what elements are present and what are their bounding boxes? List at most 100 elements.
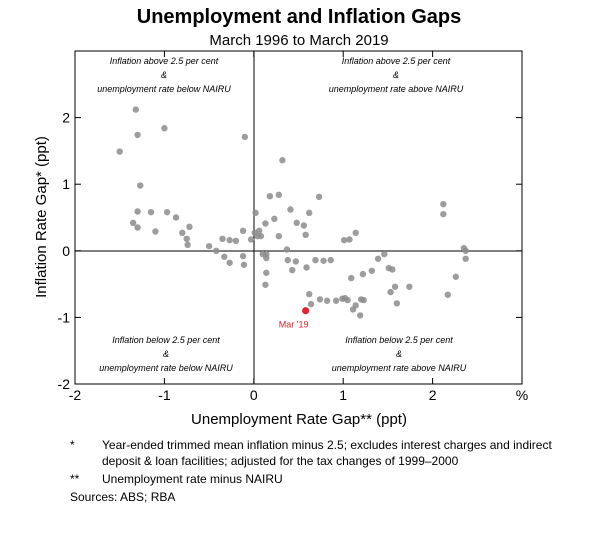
data-point xyxy=(255,227,263,235)
data-point xyxy=(391,283,399,290)
data-point xyxy=(287,206,294,213)
data-point xyxy=(284,256,291,264)
data-point xyxy=(356,312,364,319)
data-point xyxy=(271,215,278,223)
data-point xyxy=(312,256,319,264)
data-point xyxy=(183,235,190,243)
data-point xyxy=(161,125,168,132)
data-point xyxy=(134,208,141,215)
data-point xyxy=(239,227,247,235)
data-point xyxy=(348,274,355,282)
quadrant-label-bottom-left: & xyxy=(163,349,169,359)
data-point xyxy=(221,253,228,260)
data-point xyxy=(332,297,340,304)
data-point xyxy=(262,220,269,227)
data-point xyxy=(275,232,283,240)
data-point xyxy=(252,209,259,217)
quadrant-label-bottom-right: unemployment rate above NAIRU xyxy=(332,363,467,373)
data-point xyxy=(462,247,469,254)
data-point xyxy=(452,273,460,280)
data-point xyxy=(129,219,137,227)
y-tick-label: -2 xyxy=(58,376,71,392)
data-point xyxy=(279,157,286,164)
data-point xyxy=(219,235,226,243)
x-tick-label: 0 xyxy=(250,387,258,403)
quadrant-label-top-left: Inflation above 2.5 per cent xyxy=(110,56,219,66)
quadrant-label-bottom-left: Inflation below 2.5 per cent xyxy=(112,335,220,345)
data-point xyxy=(307,300,315,308)
data-point xyxy=(147,208,155,216)
data-point xyxy=(303,264,310,271)
data-point xyxy=(360,296,367,304)
data-point xyxy=(306,209,313,217)
data-point xyxy=(327,256,334,264)
data-point xyxy=(352,302,359,309)
data-point xyxy=(262,281,269,288)
data-point xyxy=(241,133,249,141)
data-point xyxy=(352,229,359,237)
data-point xyxy=(316,296,324,303)
data-point xyxy=(172,214,180,221)
data-point xyxy=(184,241,191,249)
data-point xyxy=(137,182,144,189)
quadrant-label-top-left: unemployment rate below NAIRU xyxy=(97,84,231,94)
data-point xyxy=(306,290,313,298)
data-point xyxy=(359,270,367,278)
data-point xyxy=(283,246,291,253)
data-point xyxy=(134,131,141,139)
footnote-2-mark: ** xyxy=(70,472,80,486)
data-point xyxy=(346,236,353,243)
data-point xyxy=(152,228,159,235)
data-point xyxy=(163,208,171,216)
quadrant-label-top-left: & xyxy=(161,70,167,80)
footnote-2-text: Unemployment rate minus NAIRU xyxy=(102,472,283,486)
data-point xyxy=(406,283,413,290)
footnote-1-text: Year-ended trimmed mean inflation minus … xyxy=(102,438,552,468)
y-tick-label: -1 xyxy=(58,309,71,325)
data-point xyxy=(116,148,123,155)
quadrant-label-bottom-left: unemployment rate below NAIRU xyxy=(99,363,233,373)
data-point xyxy=(186,223,193,231)
data-point xyxy=(393,300,401,307)
data-point xyxy=(315,193,323,201)
data-point xyxy=(323,297,331,304)
data-point xyxy=(293,219,300,227)
data-point xyxy=(240,261,248,268)
footnote-2: ** Unemployment rate minus NAIRU xyxy=(70,471,570,487)
quadrant-label-top-right: unemployment rate above NAIRU xyxy=(329,84,464,94)
data-point xyxy=(444,291,451,298)
data-point xyxy=(292,258,300,265)
data-point xyxy=(340,236,348,244)
x-tick-label: -1 xyxy=(158,387,171,403)
footnote-1-mark: * xyxy=(70,438,75,452)
y-tick-label: 0 xyxy=(62,243,70,259)
footnotes: * Year-ended trimmed mean inflation minu… xyxy=(70,437,570,505)
data-point xyxy=(440,210,447,218)
chart-subtitle: March 1996 to March 2019 xyxy=(209,32,388,49)
data-point xyxy=(247,236,255,243)
x-axis-label: Unemployment Rate Gap** (ppt) xyxy=(191,411,407,428)
data-point xyxy=(263,254,270,262)
data-point xyxy=(213,247,220,254)
data-point xyxy=(226,236,233,244)
chart-title: Unemployment and Inflation Gaps xyxy=(137,6,461,28)
plot-frame xyxy=(74,50,523,385)
data-point xyxy=(389,266,396,273)
data-point xyxy=(300,222,308,229)
data-point xyxy=(462,255,469,262)
data-point xyxy=(440,200,447,208)
footnote-1: * Year-ended trimmed mean inflation minu… xyxy=(70,437,570,469)
x-tick-label: -2 xyxy=(69,387,82,403)
data-point xyxy=(226,259,233,266)
x-tick-label: 1 xyxy=(339,387,347,403)
data-point xyxy=(387,288,394,296)
data-point xyxy=(257,232,265,240)
data-point xyxy=(132,106,139,113)
quadrant-label-top-right: Inflation above 2.5 per cent xyxy=(342,56,451,66)
data-point xyxy=(289,266,296,274)
quadrant-label-bottom-right: & xyxy=(396,349,402,359)
y-axis-label: Inflation Rate Gap* (ppt) xyxy=(33,136,50,298)
data-point xyxy=(134,224,141,231)
data-point xyxy=(179,229,186,237)
